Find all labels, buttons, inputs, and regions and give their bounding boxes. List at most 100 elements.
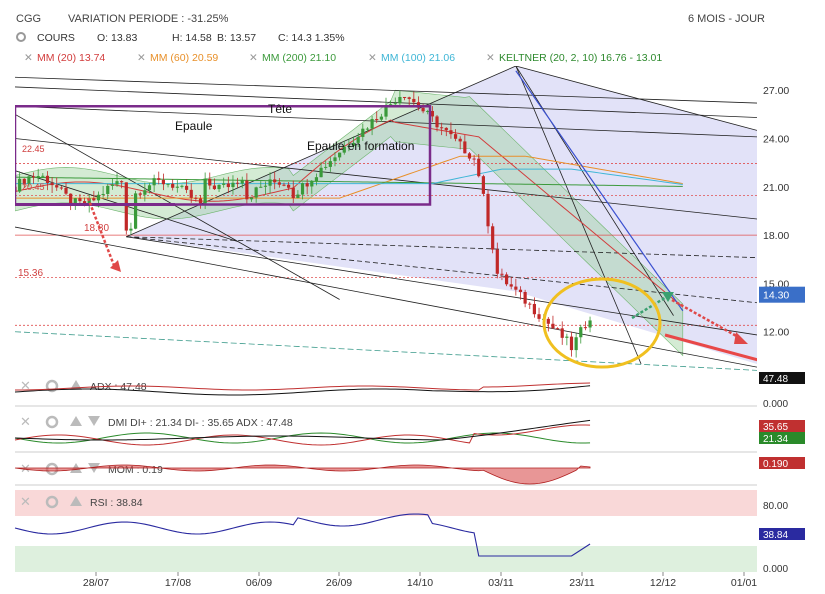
- candle-body: [245, 180, 249, 200]
- x-tick-label: 03/11: [488, 577, 514, 589]
- close-icon[interactable]: ✕: [20, 378, 31, 393]
- current-price-tag: [759, 286, 805, 303]
- candle-body: [407, 97, 411, 99]
- candle-body: [555, 328, 560, 330]
- candle-body: [87, 198, 91, 205]
- candle-body: [356, 136, 360, 143]
- trend-line-blue: [515, 70, 684, 312]
- close-icon[interactable]: ✕: [20, 494, 31, 509]
- level-label-1536: 15.36: [18, 268, 43, 279]
- trend-line: [15, 113, 340, 300]
- highlight-ellipse: [542, 277, 662, 369]
- candle-body: [495, 249, 499, 274]
- candle-body: [402, 96, 407, 98]
- dmi-plus-value: 21.34: [763, 434, 788, 445]
- candle-body: [579, 327, 583, 338]
- candle-body: [22, 178, 26, 184]
- rsi-label: RSI : 38.84: [90, 497, 143, 509]
- candle-body: [393, 103, 397, 105]
- candle-body: [124, 182, 128, 231]
- candle-body: [263, 185, 268, 187]
- candle-body: [50, 182, 54, 186]
- level-label-2245: 22.45: [22, 144, 45, 154]
- legend-high: H: 14.58: [172, 32, 212, 44]
- candle-body: [560, 328, 564, 338]
- candle-body: [421, 107, 425, 112]
- legend-item-4: KELTNER (20, 2, 10) 16.76 - 13.01: [499, 52, 662, 64]
- adx-axis-zero: 0.000: [763, 399, 788, 410]
- close-icon[interactable]: ✕: [249, 52, 258, 64]
- dmi-minus-tag: [759, 420, 805, 432]
- candle-body: [157, 178, 161, 180]
- candle-body: [138, 193, 142, 195]
- candle-body: [500, 273, 504, 275]
- close-icon[interactable]: ✕: [24, 52, 33, 64]
- trend-line-red: [664, 333, 757, 362]
- gear-icon[interactable]: [45, 415, 59, 429]
- candle-body: [328, 161, 332, 167]
- candle-body: [342, 146, 346, 153]
- candle-body: [537, 314, 541, 319]
- candle-body: [588, 320, 592, 328]
- trend-line: [15, 226, 757, 368]
- candle-body: [375, 119, 379, 121]
- candle-body: [175, 186, 179, 188]
- candle-body: [277, 182, 281, 185]
- candle-body: [240, 180, 244, 184]
- gear-icon[interactable]: [45, 379, 59, 393]
- period-label: 6 MOIS - JOUR: [688, 13, 765, 25]
- candle-body: [532, 303, 536, 315]
- mom-area: [14, 464, 591, 485]
- rsi-oversold-zone: [15, 546, 757, 572]
- gear-icon[interactable]: [45, 495, 59, 509]
- candle-body: [249, 197, 254, 200]
- candle-body: [444, 127, 448, 131]
- candle-body: [92, 198, 96, 201]
- close-icon[interactable]: ✕: [368, 52, 377, 64]
- variation-label: VARIATION PERIODE : -31.25%: [68, 13, 229, 25]
- candle-body: [198, 198, 203, 204]
- price-tick: 27.00: [763, 85, 789, 97]
- gear-icon[interactable]: [16, 32, 26, 42]
- candle-body: [208, 178, 212, 186]
- legend-item-3: MM (100) 21.06: [381, 52, 455, 64]
- candle-body: [96, 194, 101, 201]
- x-tick-label: 12/12: [650, 577, 676, 589]
- candle-body: [129, 228, 133, 231]
- mom-tag: [759, 457, 805, 469]
- adx-line-2: [14, 382, 591, 391]
- annotation-shoulder-forming: Epaule en formation: [307, 139, 414, 153]
- candle-body: [296, 194, 300, 199]
- level-label-2045: 20.45: [22, 182, 45, 192]
- arrow-up-icon[interactable]: [70, 416, 82, 426]
- arrow-down-icon[interactable]: [88, 416, 100, 426]
- close-icon[interactable]: ✕: [486, 52, 495, 64]
- candle-body: [467, 153, 472, 159]
- rsi-overbought-zone: [15, 490, 757, 516]
- candle-body: [133, 193, 138, 229]
- legend-close: C: 14.3 1.35%: [278, 32, 345, 44]
- candle-body: [314, 177, 319, 182]
- candle-body: [551, 323, 555, 329]
- candle-body: [120, 181, 124, 183]
- candle-body: [45, 175, 50, 183]
- candle-body: [273, 179, 277, 183]
- candle-body: [254, 187, 258, 198]
- candle-body: [569, 336, 574, 351]
- candle-body: [389, 104, 393, 106]
- candle-body: [523, 292, 527, 304]
- ticker-label: CGG: [16, 13, 41, 25]
- candle-body: [282, 184, 286, 186]
- candle-body: [583, 327, 588, 329]
- arrow-up-icon[interactable]: [70, 496, 82, 506]
- trend-line: [126, 236, 757, 304]
- close-icon[interactable]: ✕: [20, 414, 31, 429]
- adx-tag: [759, 372, 805, 384]
- price-tick: 24.00: [763, 133, 789, 145]
- close-icon[interactable]: ✕: [137, 52, 146, 64]
- candle-body: [338, 152, 342, 158]
- price-tick: 18.00: [763, 230, 789, 242]
- candle-body: [31, 176, 36, 178]
- dmi-label: DMI DI+ : 21.34 DI- : 35.65 ADX : 47.48: [108, 417, 293, 429]
